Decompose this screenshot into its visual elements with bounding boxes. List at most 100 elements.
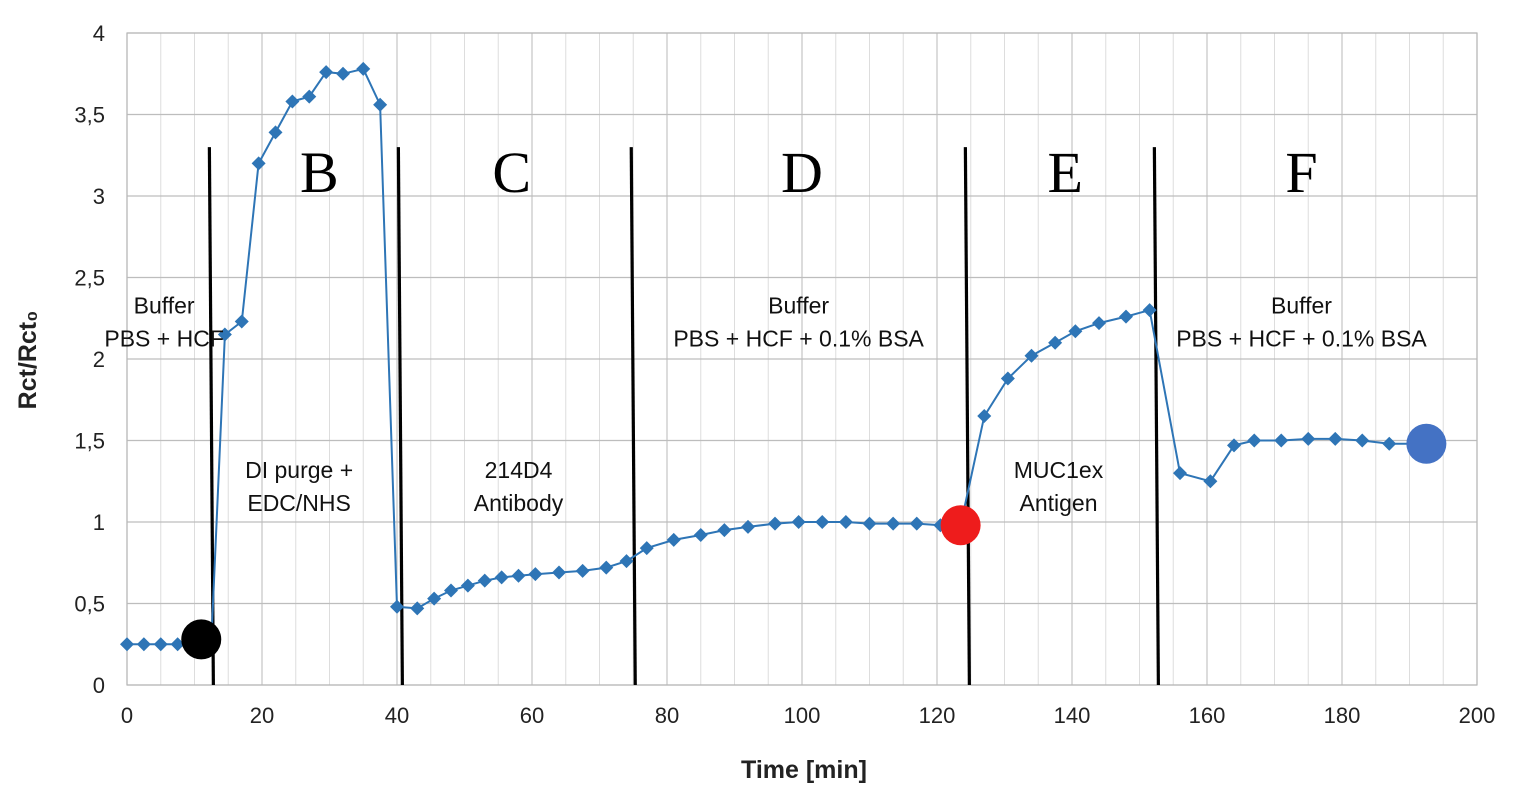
data-point-marker: [234, 314, 249, 329]
data-point-marker: [1173, 466, 1187, 481]
data-point-marker: [319, 65, 334, 80]
data-point-marker: [886, 516, 901, 531]
data-point-marker: [768, 516, 782, 531]
data-point-marker: [741, 519, 755, 534]
data-point-marker: [619, 554, 634, 569]
data-point-marker: [1024, 348, 1039, 363]
annotation-text: Antigen: [1019, 490, 1097, 516]
data-point-marker: [552, 565, 566, 580]
phase-letter: B: [300, 140, 339, 205]
data-point-marker: [838, 515, 853, 529]
data-point-marker: [1247, 433, 1262, 448]
data-point-marker: [356, 61, 371, 76]
phase-boundary-line: [629, 147, 637, 686]
y-tick-label: 3: [93, 184, 105, 209]
grid: [126, 32, 1478, 686]
highlight-point: [1406, 423, 1447, 464]
annotation-text: EDC/NHS: [247, 490, 351, 516]
data-point-marker: [599, 560, 614, 575]
annotation-text: MUC1ex: [1014, 457, 1104, 483]
data-point-marker: [511, 568, 526, 583]
y-tick-label: 4: [93, 21, 105, 46]
x-tick-label: 80: [655, 703, 679, 728]
highlight-point: [940, 505, 981, 546]
data-point-marker: [528, 567, 543, 582]
annotation-text: PBS + HCF: [104, 325, 224, 351]
x-tick-label: 60: [520, 703, 544, 728]
x-tick-label: 100: [784, 703, 821, 728]
annotation-text: Buffer: [134, 292, 195, 318]
data-point-marker: [1301, 431, 1316, 446]
data-point-marker: [1382, 436, 1397, 451]
data-point-marker: [1119, 309, 1133, 324]
phase-letter: E: [1048, 140, 1083, 205]
data-point-marker: [1227, 438, 1241, 453]
phase-boundary-line: [396, 147, 404, 686]
data-point-marker: [390, 599, 404, 614]
x-tick-label: 0: [121, 703, 133, 728]
x-tick-label: 200: [1459, 703, 1496, 728]
y-tick-label: 3,5: [74, 103, 105, 128]
data-point-marker: [302, 89, 317, 104]
annotation-text: PBS + HCF + 0.1% BSA: [1176, 325, 1427, 351]
x-axis-title: Time [min]: [741, 756, 867, 784]
data-point-marker: [268, 125, 283, 140]
x-tick-label: 20: [250, 703, 274, 728]
x-tick-label: 180: [1324, 703, 1361, 728]
data-point-marker: [575, 563, 590, 578]
series-layer: [120, 61, 1434, 652]
data-point-marker: [1274, 433, 1289, 448]
plot-frame: [126, 32, 1478, 686]
data-point-marker: [153, 637, 168, 652]
data-point-marker: [120, 637, 134, 652]
data-point-marker: [136, 637, 151, 652]
x-tick-label: 140: [1054, 703, 1091, 728]
tick-labels: 0 20 40 60 80 100 120 140 160 180 200 0 0,5 1 1,5 2 2,5 3…: [74, 21, 1495, 728]
data-point-marker: [1203, 474, 1218, 489]
data-point-marker: [460, 578, 475, 593]
y-axis-title: Rct/Rct₀: [14, 311, 42, 410]
data-point-marker: [410, 601, 425, 616]
data-point-marker: [977, 409, 992, 424]
data-point-marker: [717, 523, 732, 538]
y-tick-label: 2,5: [74, 266, 105, 291]
annotation-text: PBS + HCF + 0.1% BSA: [673, 325, 924, 351]
data-point-marker: [427, 591, 442, 606]
data-point-marker: [217, 327, 232, 342]
data-point-marker: [815, 515, 830, 529]
data-point-marker: [494, 570, 509, 585]
phase-letter: F: [1285, 140, 1317, 205]
annotation-text: DI purge +: [245, 457, 353, 483]
data-point-marker: [373, 97, 388, 112]
phase-letter: C: [492, 140, 531, 205]
y-tick-label: 2: [93, 347, 105, 372]
x-tick-label: 40: [385, 703, 409, 728]
data-point-marker: [666, 532, 681, 547]
data-point-marker: [477, 573, 492, 588]
data-point-marker: [1355, 433, 1370, 448]
x-tick-label: 160: [1189, 703, 1226, 728]
phase-boundary-line: [963, 147, 971, 686]
highlight-points: [181, 423, 1447, 660]
annotations-layer: B C D E F Buffer PBS + HCF DI purge + EDC/NHS 214…: [104, 140, 1427, 516]
y-tick-label: 0,5: [74, 592, 105, 617]
phase-boundaries: [207, 147, 1160, 686]
data-point-marker: [1048, 335, 1063, 350]
x-tick-label: 120: [919, 703, 956, 728]
highlight-point: [181, 619, 222, 660]
y-tick-label: 1: [93, 510, 105, 535]
annotation-text: Antibody: [474, 490, 564, 516]
annotation-text: Buffer: [1271, 292, 1332, 318]
data-point-marker: [1092, 316, 1106, 331]
data-point-marker: [862, 516, 877, 531]
data-point-marker: [1068, 324, 1083, 339]
data-point-marker: [1000, 371, 1015, 386]
data-point-marker: [444, 583, 458, 598]
phase-boundary-line: [1152, 147, 1160, 686]
data-point-marker: [251, 156, 266, 171]
data-point-marker: [639, 541, 654, 556]
data-point-marker: [170, 637, 185, 652]
data-point-marker: [909, 516, 924, 531]
